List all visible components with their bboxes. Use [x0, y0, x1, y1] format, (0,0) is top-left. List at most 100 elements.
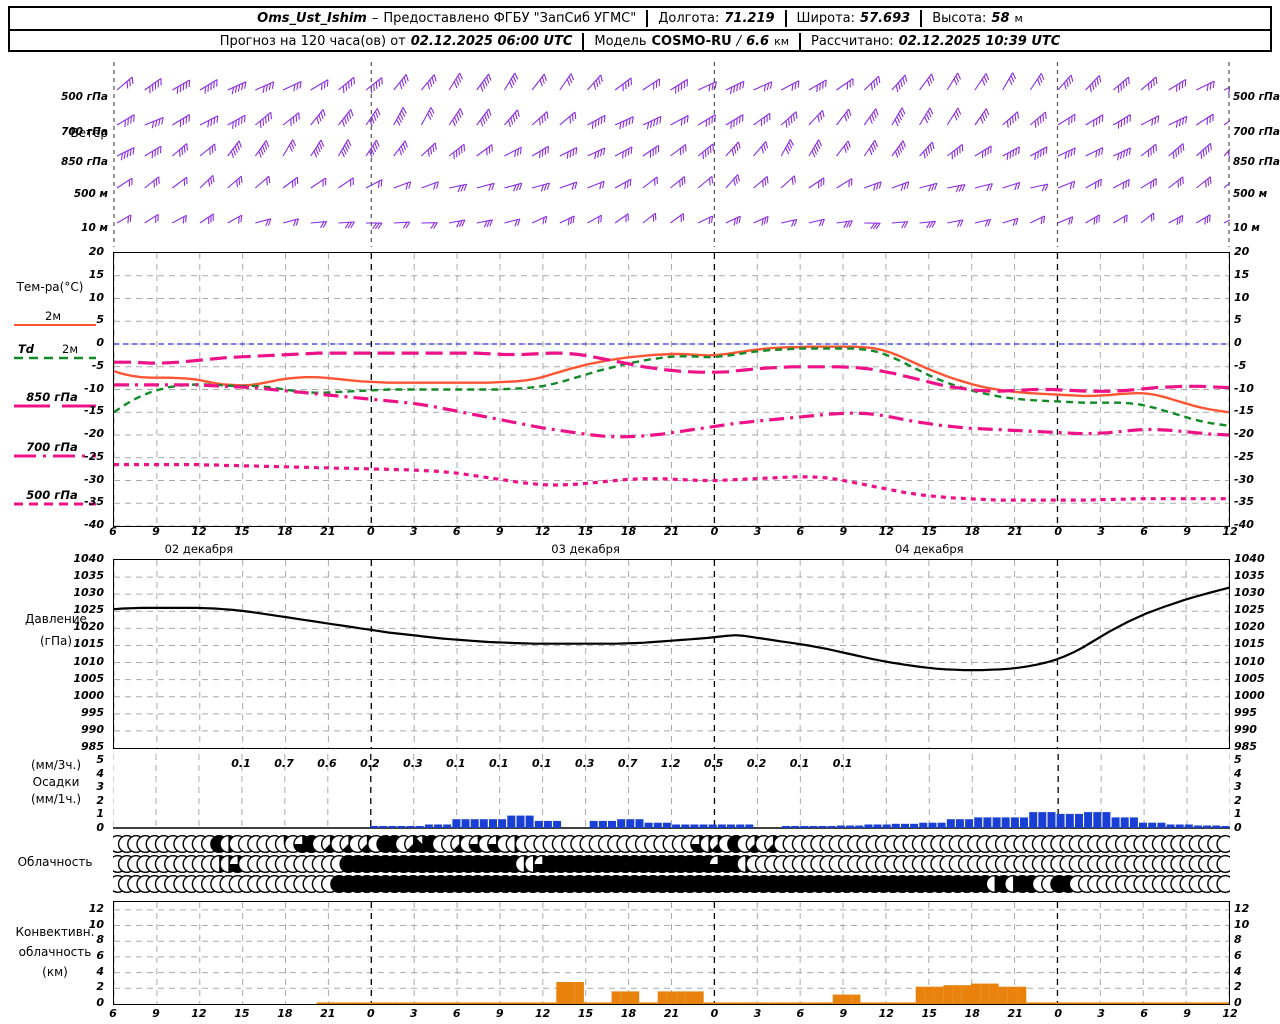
model-slash: /	[736, 34, 742, 49]
convective-bar	[408, 1002, 419, 1004]
axis-tick-temp-ticks-right-5: -5	[1234, 358, 1247, 372]
time-tick-3: 15	[234, 525, 250, 538]
convective-bar	[1017, 986, 1027, 1004]
day-label-0: 02 декабря	[164, 542, 234, 556]
convective-bar	[1136, 1002, 1147, 1004]
time-tick-9: 9	[495, 1007, 504, 1020]
axis-tick-pres-ticks-left-3: 1025	[73, 603, 104, 617]
wind-barb-plot	[113, 62, 1230, 247]
precip-bar	[1056, 813, 1065, 828]
precip-bar	[379, 826, 388, 828]
legend-label-td-2m: 2м	[62, 342, 78, 356]
header-row-station: Oms_Ust_Ishim – Предоставлено ФГБУ "ЗапС…	[10, 8, 1270, 31]
temp-series-3	[114, 383, 1229, 439]
convective-bar	[1219, 1002, 1229, 1004]
station-cell: Oms_Ust_Ishim – Предоставлено ФГБУ "ЗапС…	[247, 11, 646, 26]
precip-bar	[818, 826, 827, 828]
convective-bar	[501, 1002, 511, 1004]
wind-level-label-10m: 10 м	[81, 222, 108, 234]
longitude-value: 71.219	[724, 11, 775, 26]
convective-bar	[1118, 1002, 1128, 1004]
precip-bar	[873, 824, 882, 828]
axis-tick-pres-ticks-right-8: 1000	[1234, 688, 1265, 702]
time-tick-11: 15	[577, 1007, 594, 1020]
legend-label-2m: 2м	[45, 309, 61, 323]
convective-bar	[381, 1002, 391, 1004]
wind-level-label-500m: 500 м	[73, 188, 108, 200]
precip-bar	[1010, 817, 1019, 828]
precip-bar	[626, 819, 635, 828]
axis-tick-temp-ticks-left-0: 20	[88, 245, 104, 258]
wind-level-label-500m-right: 500 м	[1233, 188, 1268, 200]
precip-bar	[1139, 822, 1147, 828]
precip-bar	[1020, 817, 1028, 828]
calculated-cell: Рассчитано: 02.12.2025 10:39 UTC	[801, 34, 1070, 49]
precip-bar	[507, 815, 516, 828]
axis-tick-temp-ticks-left-10: -30	[84, 472, 104, 486]
convective-bar	[998, 986, 1008, 1004]
pressure-plot	[113, 559, 1230, 749]
precip-bar	[745, 824, 754, 828]
precip-bar	[965, 819, 974, 828]
time-tick-13: 21	[663, 1007, 680, 1020]
precip-bar	[1038, 812, 1047, 828]
axis-tick-temp-ticks-left-5: -5	[91, 358, 104, 372]
temp-series-4	[114, 463, 1229, 502]
axis-tick-temp-ticks-left-11: -35	[84, 495, 104, 509]
axis-tick-temp-ticks-left-6: -10	[84, 381, 104, 395]
convective-bar	[703, 1002, 713, 1004]
header-divider-4	[582, 33, 585, 50]
convective-bar	[832, 994, 842, 1004]
axis-tick-conv-ticks-left-1: 10	[88, 917, 104, 931]
altitude-label: Высота:	[932, 11, 987, 26]
convective-bar	[537, 1002, 548, 1004]
convective-bar	[639, 1002, 649, 1004]
precip-bar	[635, 819, 644, 828]
axis-tick-conv-ticks-right-0: 12	[1234, 901, 1250, 915]
convective-bar	[989, 983, 999, 1004]
convective-bar	[362, 1002, 372, 1004]
precip-bar	[608, 820, 616, 828]
axis-tick-temp-ticks-left-2: 10	[88, 290, 104, 304]
axis-tick-pres-ticks-right-5: 1015	[1234, 637, 1265, 651]
convective-bar	[860, 1002, 870, 1004]
precip-label: Осадки	[32, 775, 80, 789]
axis-tick-pres-ticks-left-7: 1005	[73, 671, 104, 685]
precip-bar	[800, 826, 809, 828]
day-label-2: 04 декабря	[894, 542, 964, 556]
time-tick-26: 12	[1222, 525, 1238, 538]
header-divider-3	[920, 10, 923, 27]
axis-tick-temp-ticks-right-9: -25	[1234, 449, 1254, 463]
time-tick-4: 18	[277, 525, 293, 538]
precip-3h-value-11: 0.5	[703, 757, 724, 770]
precip-3h-value-3: 0.2	[360, 757, 380, 770]
convective-bar	[1044, 1002, 1054, 1004]
convective-bar	[436, 1002, 446, 1004]
axis-tick-conv-ticks-right-1: 10	[1234, 917, 1250, 931]
time-tick-12: 18	[620, 525, 637, 538]
precip-bar	[736, 824, 745, 828]
precip-bar	[644, 822, 653, 828]
precip-bar	[727, 824, 735, 828]
temperature-plot	[113, 252, 1230, 527]
model-label: Модель	[594, 34, 647, 49]
time-tick-6: 0	[366, 525, 375, 538]
longitude-label: Долгота:	[658, 11, 720, 26]
convective-bar	[482, 1002, 492, 1004]
time-tick-1: 9	[152, 1007, 160, 1020]
axis-tick-precip-ticks-left-2: 3	[96, 780, 104, 794]
axis-tick-temp-ticks-right-10: -30	[1234, 472, 1254, 486]
convective-bar	[676, 991, 686, 1004]
temperature-title: Тем-ра(°C)	[16, 280, 84, 294]
cloud-row-high-symbol	[1216, 835, 1230, 853]
time-tick-12: 18	[620, 1007, 637, 1020]
time-tick-21: 21	[1007, 525, 1023, 538]
convective-bar	[777, 1002, 787, 1004]
precip-3h-value-14: 0.1	[832, 757, 853, 770]
convective-bar	[1053, 1002, 1064, 1004]
convective-bar	[648, 1002, 658, 1004]
header-dash: –	[371, 11, 379, 26]
convective-bar	[823, 1002, 833, 1004]
time-tick-26: 12	[1222, 1007, 1238, 1020]
